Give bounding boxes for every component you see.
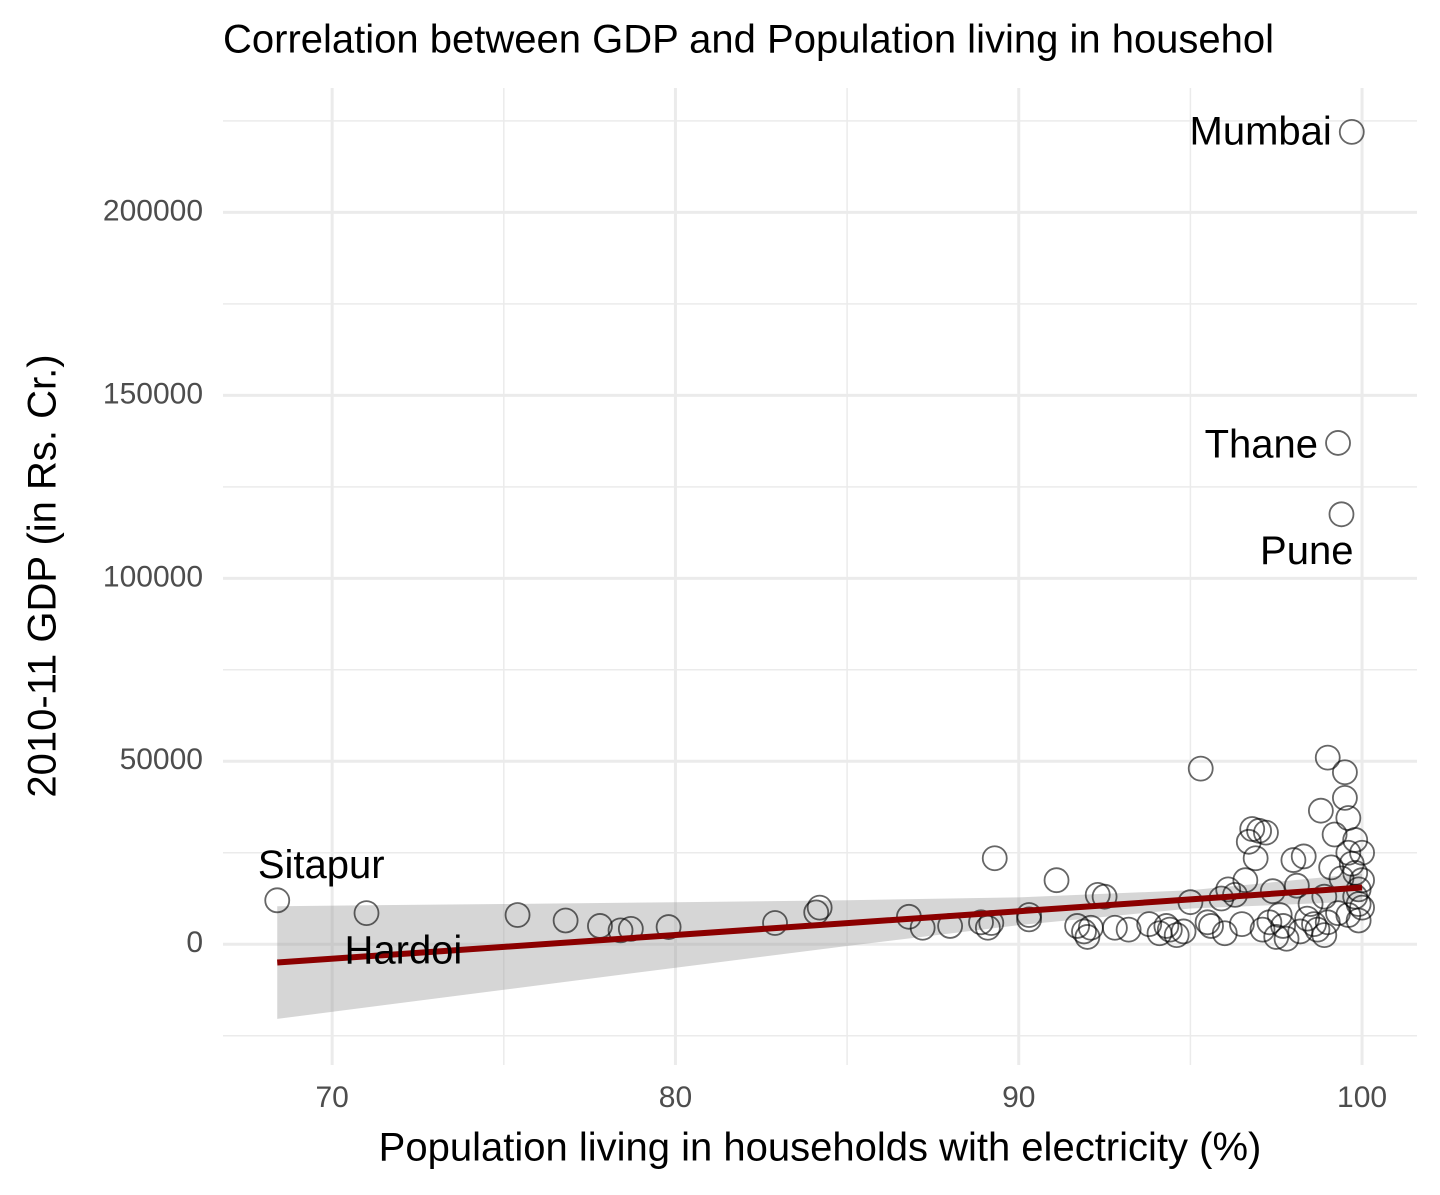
- point-label: Sitapur: [258, 843, 385, 887]
- point: [1335, 839, 1362, 866]
- point: [1198, 913, 1224, 939]
- y-tick-label: 100000: [103, 560, 203, 593]
- point: [1311, 883, 1338, 910]
- point: [1318, 854, 1345, 881]
- point: [1294, 905, 1321, 932]
- point: [1242, 845, 1269, 872]
- point: [1338, 119, 1365, 145]
- point: [1153, 913, 1180, 939]
- x-tick-label: 80: [659, 1081, 692, 1114]
- point: [1321, 821, 1348, 848]
- point: [1273, 925, 1300, 952]
- point: [504, 902, 531, 928]
- point: [1270, 913, 1297, 939]
- point: [1249, 916, 1276, 943]
- point: [1342, 883, 1369, 910]
- point-label: Mumbai: [1190, 109, 1332, 153]
- fit-line-group: [277, 884, 1363, 966]
- point: [1349, 839, 1375, 866]
- point: [1266, 902, 1293, 928]
- point-label: Thane: [1205, 423, 1318, 467]
- point-labels: Mumbai Thane Pune Sitapur Hardoi: [258, 109, 1354, 972]
- point: [1325, 430, 1351, 456]
- y-tick-label: 150000: [103, 377, 203, 410]
- point: [981, 845, 1008, 872]
- point: [1211, 920, 1238, 947]
- confidence-band-group: [277, 873, 1363, 1019]
- point: [1235, 828, 1262, 855]
- point: [1232, 867, 1259, 894]
- y-tick-label: 200000: [103, 194, 203, 227]
- point: [806, 894, 833, 921]
- point: [1156, 916, 1183, 943]
- points: [264, 119, 1375, 952]
- point: [1170, 918, 1197, 945]
- point: [762, 910, 788, 936]
- point: [1280, 847, 1307, 873]
- y-tick-label: 0: [186, 926, 203, 959]
- point: [1136, 911, 1163, 938]
- point: [353, 900, 380, 927]
- point: [1349, 867, 1375, 894]
- point: [1332, 784, 1358, 811]
- x-tick-label: 100: [1337, 1081, 1387, 1114]
- point: [1253, 819, 1279, 846]
- x-tick-label: 70: [315, 1081, 348, 1114]
- y-tick-label: 50000: [120, 743, 203, 776]
- point: [1301, 911, 1327, 938]
- chart-title: Correlation between GDP and Population l…: [223, 18, 1274, 62]
- point: [1215, 876, 1242, 903]
- point: [1332, 759, 1358, 786]
- confidence-band: [277, 873, 1363, 1019]
- x-tick-label: 90: [1002, 1081, 1035, 1114]
- point: [1342, 827, 1369, 853]
- fit-line: [277, 884, 1363, 966]
- x-axis-title: Population living in households with ele…: [379, 1126, 1262, 1170]
- point: [1101, 914, 1128, 941]
- point: [607, 917, 634, 944]
- ticks: 70 80 90 100 0 50000 100000 150000 200000: [103, 194, 1387, 1114]
- point: [1091, 883, 1118, 910]
- point: [1064, 913, 1091, 939]
- point: [1115, 916, 1142, 943]
- point: [1311, 922, 1338, 948]
- point-label: Hardoi: [344, 929, 462, 973]
- point: [1307, 797, 1334, 824]
- point: [1290, 843, 1317, 870]
- point: [655, 914, 682, 940]
- point: [1163, 922, 1190, 948]
- point: [1283, 872, 1310, 899]
- point: [1229, 911, 1255, 938]
- point: [1328, 501, 1355, 528]
- point: [1043, 867, 1070, 894]
- point: [1304, 916, 1331, 943]
- point: [552, 907, 579, 934]
- point: [264, 887, 291, 914]
- point: [1071, 918, 1097, 945]
- y-axis-title: 2010-11 GDP (in Rs. Cr.): [21, 354, 65, 797]
- point: [1077, 914, 1104, 941]
- point: [968, 909, 994, 936]
- point: [1016, 906, 1042, 933]
- point: [1314, 744, 1341, 771]
- point-label: Pune: [1260, 529, 1353, 573]
- point: [1187, 755, 1214, 782]
